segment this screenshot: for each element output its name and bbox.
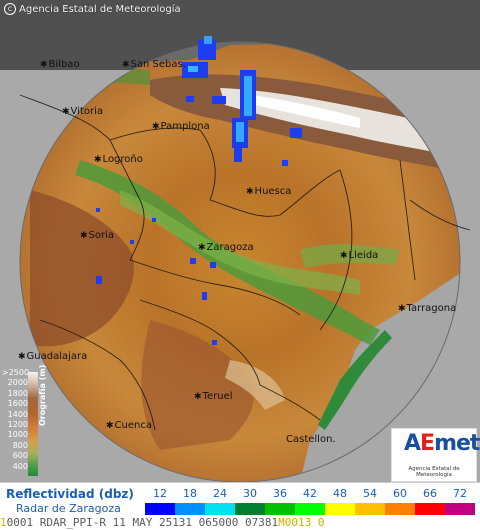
city-label: ✱Pamplona <box>152 121 210 132</box>
orography-ticks: >2500 2000 1800 1600 1400 1200 1000 800 … <box>2 368 30 472</box>
city-label: ✱Zaragoza <box>198 242 254 253</box>
radar-map: c Agencia Estatal de Meteorología ✱Bilba… <box>0 0 480 482</box>
city-marker-icon: ✱ <box>398 304 406 314</box>
legend-color-swatch <box>355 503 385 515</box>
agency-credit-text: Agencia Estatal de Meteorología <box>19 3 181 15</box>
city-marker-icon: ✱ <box>340 251 348 261</box>
legend-level-label: 48 <box>333 487 347 500</box>
city-label: ✱Vitoria <box>62 106 104 117</box>
city-marker-icon: ✱ <box>194 392 202 402</box>
city-marker-icon: ✱ <box>152 122 160 132</box>
legend-color-swatch <box>385 503 415 515</box>
legend-level-label: 60 <box>393 487 407 500</box>
aemet-logo: AEmet Agencia Estatal de Meteorología <box>391 428 480 482</box>
city-label: ✱Soria <box>80 230 115 241</box>
city-marker-icon: ✱ <box>40 60 48 70</box>
orography-tick: 800 <box>12 440 28 450</box>
city-marker-icon: ✱ <box>246 187 254 197</box>
orography-tick: 1200 <box>7 419 28 429</box>
legend-color-swatch <box>295 503 325 515</box>
orography-tick: 400 <box>12 461 28 471</box>
aemet-wordmark: AEmet <box>404 431 480 456</box>
city-marker-icon: ✱ <box>18 352 26 362</box>
legend-color-swatch <box>265 503 295 515</box>
legend-level-label: 54 <box>363 487 377 500</box>
city-marker-icon: ✱ <box>80 231 88 241</box>
orography-color-bar <box>28 372 38 476</box>
city-label: ✱Tarragona <box>398 303 457 314</box>
aemet-subtitle: Agencia Estatal de Meteorología <box>408 466 460 478</box>
legend-level-label: 36 <box>273 487 287 500</box>
orography-tick: 1000 <box>7 430 28 440</box>
legend-color-swatch <box>415 503 445 515</box>
city-label: ✱San Sebas. <box>122 59 186 70</box>
map-terrain <box>0 0 480 482</box>
status-footer: 10001 RDAR_PPI-R 11 MAY 25131 065000 073… <box>0 516 480 530</box>
city-label: ✱Teruel <box>194 391 233 402</box>
legend-color-swatch <box>175 503 205 515</box>
city-label: ✱Logroño <box>94 154 143 165</box>
orography-tick: >2500 <box>2 368 30 377</box>
city-label: Castellon. <box>286 434 336 445</box>
city-marker-icon: ✱ <box>122 60 130 70</box>
legend-level-label: 72 <box>453 487 467 500</box>
footer-text: 0001 RDAR_PPI-R 11 MAY 25131 065000 0738… <box>6 516 279 529</box>
orography-tick: 1800 <box>7 388 28 398</box>
city-marker-icon: ✱ <box>62 107 70 117</box>
legend-level-label: 24 <box>213 487 227 500</box>
legend-color-swatch <box>235 503 265 515</box>
legend-title: Reflectividad (dbz) <box>6 487 134 501</box>
city-marker-icon: ✱ <box>106 421 114 431</box>
city-label: ✱Guadalajara <box>18 351 88 362</box>
legend-level-label: 42 <box>303 487 317 500</box>
city-label: ✱Lleida <box>340 250 379 261</box>
city-label: ✱Cuenca <box>106 420 152 431</box>
legend-color-swatch <box>145 503 175 515</box>
legend-color-swatch <box>205 503 235 515</box>
city-marker-icon: ✱ <box>198 243 206 253</box>
legend-level-label: 66 <box>423 487 437 500</box>
legend-level-label: 18 <box>183 487 197 500</box>
copyright-credit: c Agencia Estatal de Meteorología <box>4 3 181 15</box>
orography-tick: 600 <box>12 451 28 461</box>
orography-tick: 2000 <box>7 378 28 388</box>
copyright-icon: c <box>4 3 16 15</box>
orography-tick: 1400 <box>7 409 28 419</box>
orography-scale: >2500 2000 1800 1600 1400 1200 1000 800 … <box>2 364 50 480</box>
city-label: ✱Bilbao <box>40 59 80 70</box>
orography-tick: 1600 <box>7 399 28 409</box>
legend-level-label: 12 <box>153 487 167 500</box>
legend-color-swatch <box>325 503 355 515</box>
city-label: ✱Huesca <box>246 186 292 197</box>
reflectivity-scale: 12 18 24 30 36 42 48 54 60 66 72 <box>145 487 477 515</box>
footer-marker: 1 <box>0 516 7 529</box>
footer-text-end: M0013 0 <box>278 516 325 529</box>
city-marker-icon: ✱ <box>94 155 102 165</box>
radar-echoes <box>96 36 302 345</box>
legend-level-label: 30 <box>243 487 257 500</box>
orography-title: Orografía (m) <box>38 364 47 426</box>
legend-subtitle: Radar de Zaragoza <box>16 502 121 515</box>
legend-color-swatch <box>445 503 475 515</box>
reflectivity-legend: Reflectividad (dbz) Radar de Zaragoza 12… <box>0 482 480 517</box>
